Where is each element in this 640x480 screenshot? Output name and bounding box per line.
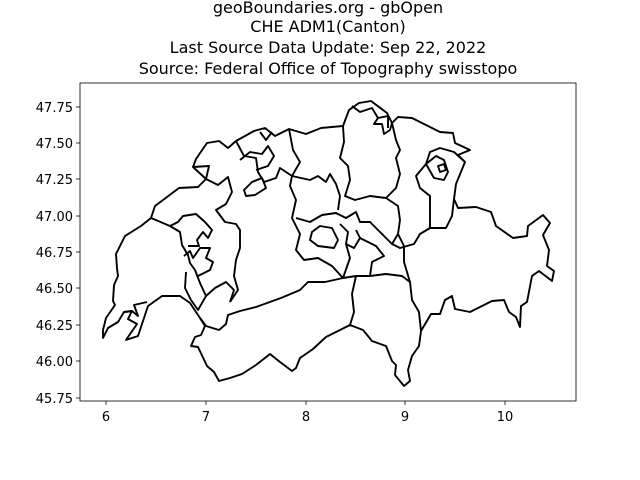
canton-boundary	[351, 105, 393, 135]
country-outline	[102, 100, 555, 387]
canton-boundary	[309, 225, 339, 249]
canton-boundary	[425, 155, 449, 181]
canton-boundary	[397, 233, 411, 283]
canton-boundary	[169, 213, 213, 247]
canton-boundary	[339, 223, 361, 249]
canton-boundary	[291, 173, 341, 211]
canton-boundary	[342, 243, 351, 279]
x-tick-label: 7	[202, 410, 210, 425]
y-tick-label: 47.00	[36, 210, 73, 225]
x-tick-label: 8	[302, 410, 310, 425]
canton-boundary	[385, 147, 466, 249]
canton-boundary	[184, 271, 207, 311]
canton-boundaries	[102, 100, 555, 387]
y-tick-label: 46.25	[36, 319, 73, 334]
canton-boundary	[243, 177, 267, 197]
canton-boundary	[123, 301, 148, 317]
canton-boundary	[430, 198, 455, 229]
y-ticks: 45.75 46.00 46.25 46.50 46.75 47.00 47.2…	[36, 101, 80, 407]
canton-boundary	[192, 166, 241, 303]
x-tick-label: 6	[102, 410, 110, 425]
title-line-4: Source: Federal Office of Topography swi…	[138, 59, 518, 78]
y-tick-label: 45.75	[36, 392, 73, 407]
canton-boundary	[369, 273, 422, 332]
canton-boundary	[288, 128, 301, 177]
x-tick-label: 10	[497, 410, 514, 425]
y-tick-label: 46.50	[36, 282, 73, 297]
canton-boundary	[183, 247, 214, 277]
canton-boundary	[150, 217, 235, 303]
x-tick-label: 9	[401, 410, 409, 425]
canton-boundary	[295, 211, 393, 245]
y-tick-label: 46.75	[36, 246, 73, 261]
y-tick-label: 46.00	[36, 355, 73, 370]
canton-boundary	[239, 145, 275, 171]
y-tick-label: 47.75	[36, 101, 73, 116]
canton-boundary	[437, 163, 447, 173]
canton-boundary	[259, 131, 273, 141]
canton-boundary	[235, 140, 344, 279]
canton-boundary	[339, 122, 401, 201]
title-line-1: geoBoundaries.org - gbOpen	[212, 0, 444, 17]
canton-boundary	[377, 115, 389, 128]
y-tick-label: 47.50	[36, 137, 73, 152]
y-tick-label: 47.25	[36, 173, 73, 188]
title-line-3: Last Source Data Update: Sep 22, 2022	[169, 38, 487, 57]
x-ticks: 6 7 8 9 10	[102, 401, 513, 425]
canton-boundary	[356, 237, 385, 277]
title-line-2: CHE ADM1(Canton)	[250, 17, 406, 36]
canton-boundary	[199, 275, 357, 331]
axes-frame	[79, 82, 577, 402]
